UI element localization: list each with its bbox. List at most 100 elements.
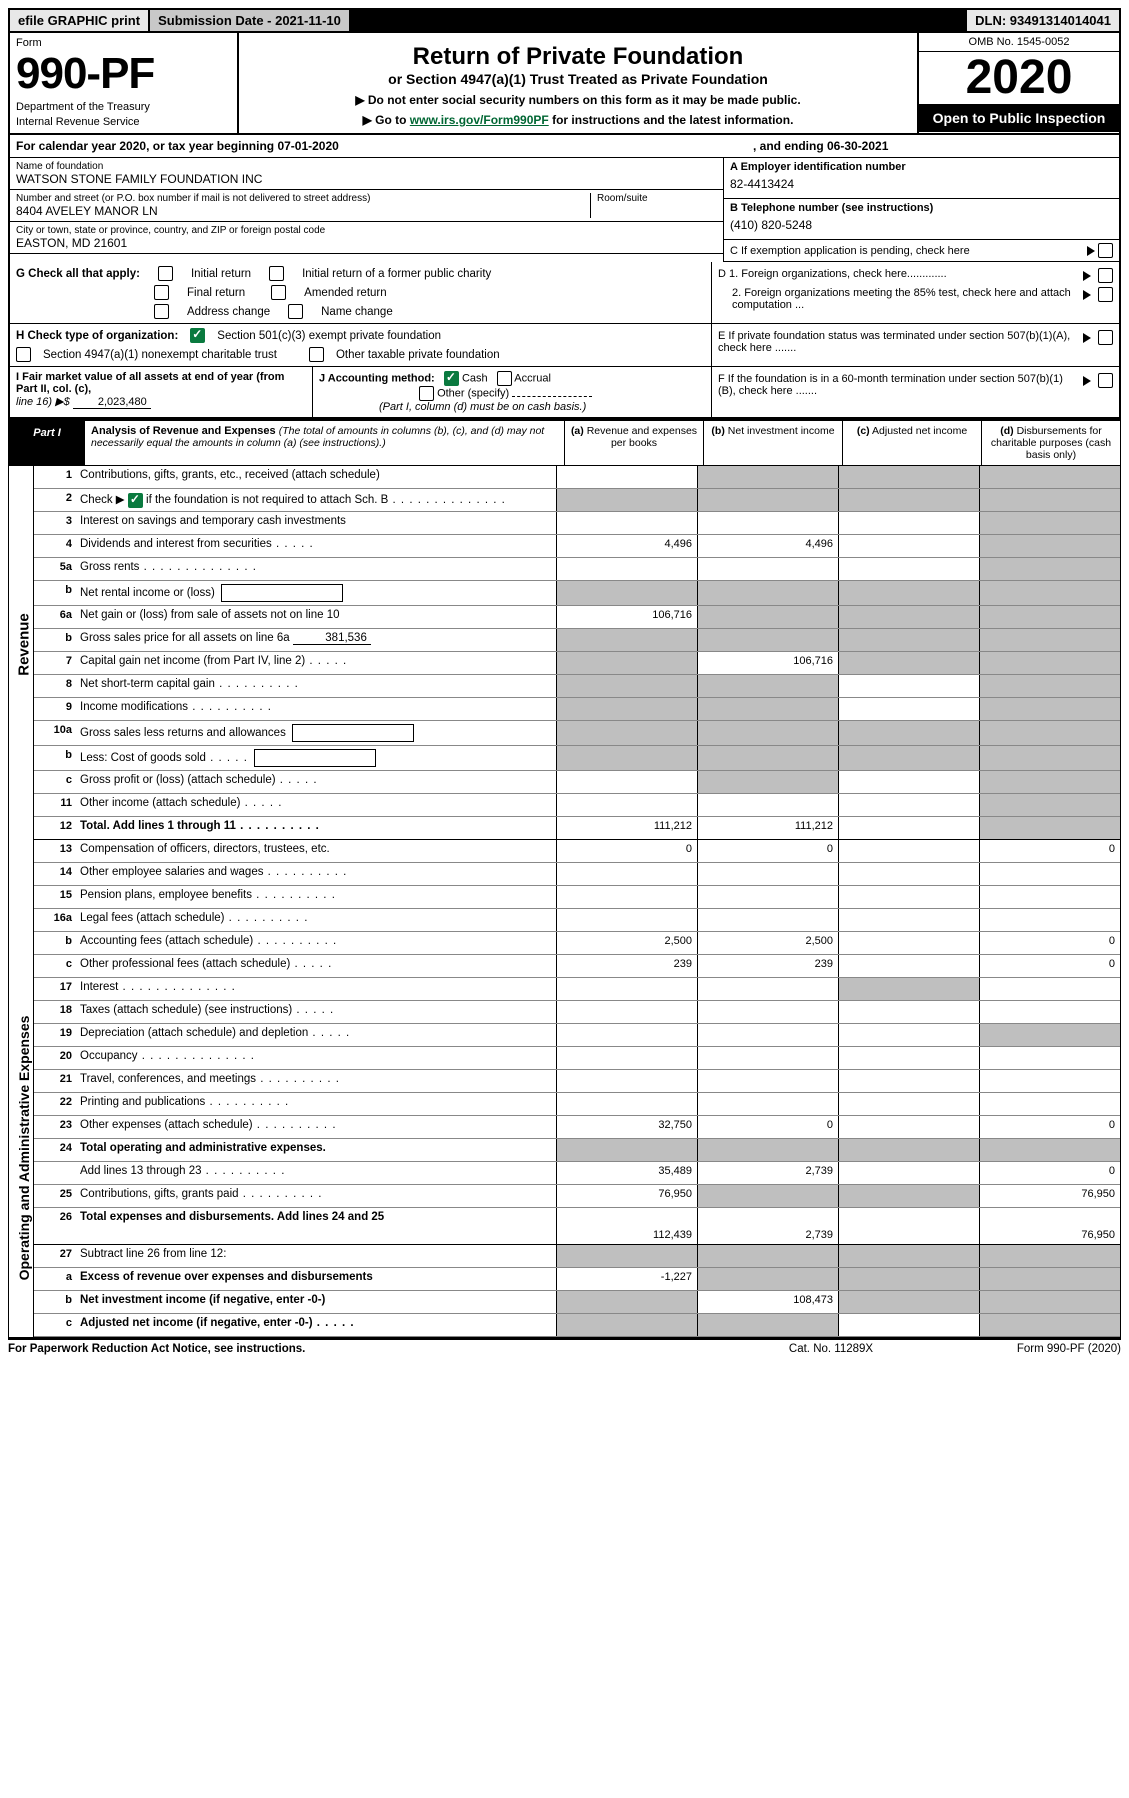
line15-desc: Pension plans, employee benefits (76, 886, 556, 908)
501c3-checkbox[interactable] (190, 328, 205, 343)
calendar-year-row: For calendar year 2020, or tax year begi… (8, 135, 1121, 158)
form-subtitle: or Section 4947(a)(1) Trust Treated as P… (245, 71, 911, 87)
d1-foreign-label: D 1. Foreign organizations, check here..… (718, 268, 1080, 280)
initial-former-checkbox[interactable] (269, 266, 284, 281)
4947a1-checkbox[interactable] (16, 347, 31, 362)
ein-value: 82-4413424 (730, 173, 1113, 195)
l12-a: 111,212 (556, 817, 697, 839)
line23-desc: Other expenses (attach schedule) (76, 1116, 556, 1138)
schb-checkbox[interactable] (128, 493, 143, 508)
tax-year-end: , and ending 06-30-2021 (753, 139, 1113, 153)
revenue-side-label: Revenue (16, 570, 33, 720)
line6a-desc: Net gain or (loss) from sale of assets n… (76, 606, 556, 628)
irs-label: Internal Revenue Service (16, 116, 231, 129)
arrow-icon (1083, 376, 1091, 386)
line18-desc: Taxes (attach schedule) (see instruction… (76, 1001, 556, 1023)
final-return-checkbox[interactable] (154, 285, 169, 300)
line16b-desc: Accounting fees (attach schedule) (76, 932, 556, 954)
line19-desc: Depreciation (attach schedule) and deple… (76, 1024, 556, 1046)
other-taxable-checkbox[interactable] (309, 347, 324, 362)
exemption-pending-label: C If exemption application is pending, c… (730, 245, 1084, 257)
form-header: Form 990-PF Department of the Treasury I… (8, 33, 1121, 135)
instr-goto: ▶ Go to www.irs.gov/Form990PF for instru… (245, 113, 911, 127)
address-label: Number and street (or P.O. box number if… (16, 193, 590, 204)
line17-desc: Interest (76, 978, 556, 1000)
top-bar: efile GRAPHIC print Submission Date - 20… (8, 8, 1121, 33)
accrual-checkbox[interactable] (497, 371, 512, 386)
address-change-checkbox[interactable] (154, 304, 169, 319)
d1-checkbox[interactable] (1098, 268, 1113, 283)
name-change-checkbox[interactable] (288, 304, 303, 319)
irs-link[interactable]: www.irs.gov/Form990PF (410, 113, 549, 127)
line21-desc: Travel, conferences, and meetings (76, 1070, 556, 1092)
line12-desc: Total. Add lines 1 through 11 (76, 817, 556, 839)
line27b-desc: Net investment income (if negative, ente… (76, 1291, 556, 1313)
line27-desc: Subtract line 26 from line 12: (76, 1245, 556, 1267)
d2-85pct-label: 2. Foreign organizations meeting the 85%… (718, 287, 1080, 311)
phone-value: (410) 820-5248 (730, 214, 1113, 236)
ijf-row: I Fair market value of all assets at end… (8, 367, 1121, 419)
efile-print-label[interactable]: efile GRAPHIC print (10, 10, 150, 31)
part1-header: Part I Analysis of Revenue and Expenses … (8, 419, 1121, 466)
foundation-info: Name of foundation WATSON STONE FAMILY F… (8, 158, 1121, 262)
dept-treasury: Department of the Treasury (16, 101, 231, 114)
i-fmv-value: 2,023,480 (73, 396, 151, 409)
line1-desc: Contributions, gifts, grants, etc., rece… (76, 466, 556, 488)
city-value: EASTON, MD 21601 (16, 236, 717, 250)
other-method-checkbox[interactable] (419, 386, 434, 401)
city-label: City or town, state or province, country… (16, 225, 717, 236)
line27a-desc: Excess of revenue over expenses and disb… (76, 1268, 556, 1290)
l12-b: 111,212 (697, 817, 838, 839)
omb-number: OMB No. 1545-0052 (919, 33, 1119, 52)
d2-checkbox[interactable] (1098, 287, 1113, 302)
line7-desc: Capital gain net income (from Part IV, l… (76, 652, 556, 674)
open-public-badge: Open to Public Inspection (919, 104, 1119, 132)
form-label: Form (16, 37, 231, 49)
part1-title: Analysis of Revenue and Expenses (91, 425, 276, 437)
revenue-section: Revenue 1Contributions, gifts, grants, e… (8, 466, 1121, 840)
initial-return-checkbox[interactable] (158, 266, 173, 281)
submission-date-label: Submission Date - 2021-11-10 (150, 10, 351, 31)
room-label: Room/suite (597, 193, 717, 204)
line4-desc: Dividends and interest from securities (76, 535, 556, 557)
l4-a: 4,496 (556, 535, 697, 557)
address-value: 8404 AVELEY MANOR LN (16, 204, 590, 218)
arrow-icon (1083, 290, 1091, 300)
name-label: Name of foundation (16, 161, 717, 172)
line27c-desc: Adjusted net income (if negative, enter … (76, 1314, 556, 1336)
f-checkbox[interactable] (1098, 373, 1113, 388)
line10c-desc: Gross profit or (loss) (attach schedule) (76, 771, 556, 793)
arrow-icon (1087, 246, 1095, 256)
l4-b: 4,496 (697, 535, 838, 557)
expenses-side-label: Operating and Administrative Expenses (16, 973, 32, 1323)
tax-year: 2020 (919, 52, 1119, 104)
part1-label: Part I (9, 421, 85, 465)
cash-checkbox[interactable] (444, 371, 459, 386)
f-60month-label: F If the foundation is in a 60-month ter… (718, 373, 1080, 397)
exemption-checkbox[interactable] (1098, 243, 1113, 258)
line24b-desc: Add lines 13 through 23 (76, 1162, 556, 1184)
tax-year-begin: For calendar year 2020, or tax year begi… (16, 139, 753, 153)
line10a-desc: Gross sales less returns and allowances (76, 721, 556, 745)
line22-desc: Printing and publications (76, 1093, 556, 1115)
l7-b: 106,716 (697, 652, 838, 674)
line6b-desc: Gross sales price for all assets on line… (76, 629, 556, 651)
form-number: 990-PF (16, 49, 231, 99)
l6a-a: 106,716 (556, 606, 697, 628)
i-fmv-label: I Fair market value of all assets at end… (16, 371, 284, 395)
ein-label: A Employer identification number (730, 161, 1113, 173)
amended-return-checkbox[interactable] (271, 285, 286, 300)
line5b-desc: Net rental income or (loss) (76, 581, 556, 605)
arrow-icon (1083, 271, 1091, 281)
line8-desc: Net short-term capital gain (76, 675, 556, 697)
arrow-icon (1083, 333, 1091, 343)
foundation-name: WATSON STONE FAMILY FOUNDATION INC (16, 172, 717, 186)
form-title: Return of Private Foundation (245, 43, 911, 71)
line25-desc: Contributions, gifts, grants paid (76, 1185, 556, 1207)
h-label: H Check type of organization: (16, 330, 178, 342)
e-checkbox[interactable] (1098, 330, 1113, 345)
line11-desc: Other income (attach schedule) (76, 794, 556, 816)
line3-desc: Interest on savings and temporary cash i… (76, 512, 556, 534)
e-terminated-label: E If private foundation status was termi… (718, 330, 1080, 354)
line20-desc: Occupancy (76, 1047, 556, 1069)
